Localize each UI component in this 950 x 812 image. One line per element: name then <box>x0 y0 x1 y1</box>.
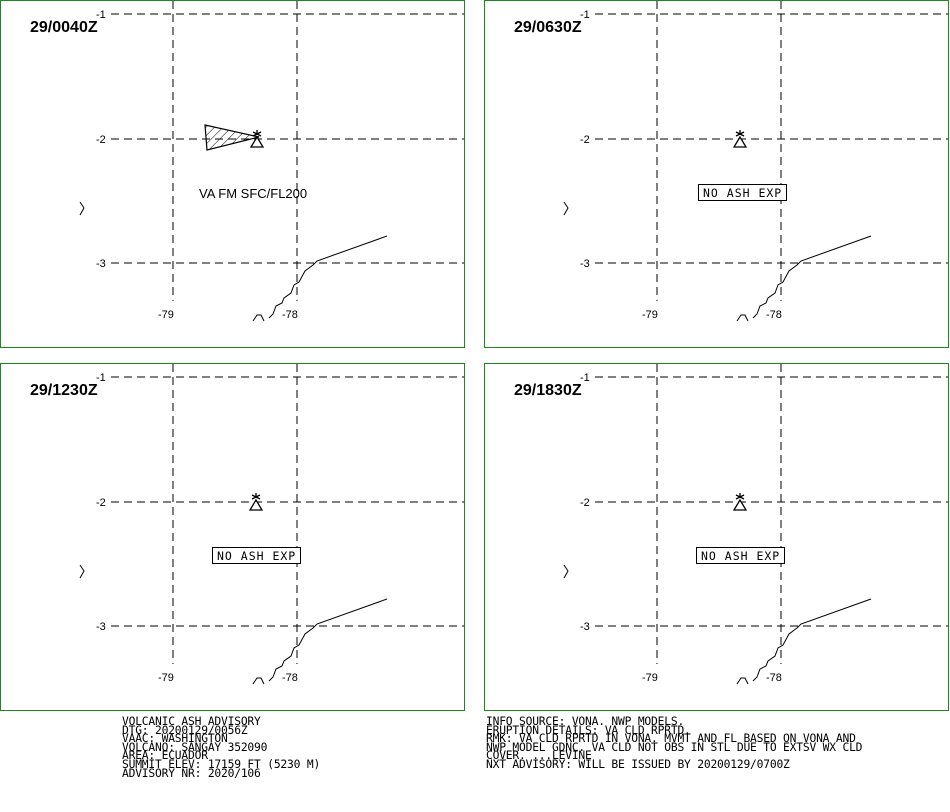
no-ash-label: NO ASH EXP <box>696 547 786 564</box>
tick-lon-left: -79 <box>642 309 658 321</box>
coastline <box>79 201 388 322</box>
coastline <box>563 564 872 685</box>
no-ash-label: NO ASH EXP <box>212 547 302 564</box>
tick-lat-top: -1 <box>580 372 590 384</box>
volcano-icon <box>732 130 748 148</box>
next-advisory: NXT ADVISORY: WILL BE ISSUED BY 20200129… <box>486 757 790 771</box>
remarks-line-3: COVER. ...LEVINE <box>486 749 592 763</box>
tick-lon-right: -78 <box>766 309 782 321</box>
tick-lat-mid: -2 <box>580 134 590 146</box>
advisory-header-block: VOLCANIC ASH ADVISORY DTG: 20200129/0056… <box>122 715 321 780</box>
tick-lon-left: -79 <box>158 672 174 684</box>
forecast-panel-0040z: -1 -2 -3 -79 -78 VA FM SFC/FL200 29/0040… <box>0 0 465 348</box>
advisory-dtg: DTG: 20200129/0056Z <box>122 723 248 737</box>
tick-lat-bot: -3 <box>96 258 106 270</box>
info-source: INFO SOURCE: VONA. NWP MODELS. <box>486 715 685 728</box>
volcano-icon <box>732 493 748 511</box>
tick-lat-top: -1 <box>580 9 590 21</box>
tick-lon-right: -78 <box>282 309 298 321</box>
tick-lat-top: -1 <box>96 9 106 21</box>
coastline <box>79 564 388 685</box>
advisory-vaac: VAAC: WASHINGTON <box>122 732 228 746</box>
tick-lat-bot: -3 <box>96 621 106 633</box>
tick-lon-right: -78 <box>282 672 298 684</box>
tick-lat-mid: -2 <box>580 497 590 509</box>
remarks-line-1: RMK: VA CLD RPRTD IN VONA. MVMT AND FL B… <box>486 732 856 746</box>
forecast-panel-0630z: -1 -2 -3 -79 -78 29/0630Z NO ASH EXP <box>484 0 949 348</box>
tick-lat-bot: -3 <box>580 621 590 633</box>
advisory-number: ADVISORY NR: 2020/106 <box>122 766 261 780</box>
eruption-details: ERUPTION DETAILS: VA CLD RPRTD. <box>486 723 691 737</box>
panel-time: 29/0040Z <box>30 19 98 36</box>
map-1230z: -1 -2 -3 -79 -78 <box>79 364 464 685</box>
tick-lon-left: -79 <box>642 672 658 684</box>
panel-time: 29/1830Z <box>514 382 582 399</box>
tick-lon-right: -78 <box>766 672 782 684</box>
forecast-panel-1230z: -1 -2 -3 -79 -78 29/1230Z NO ASH EXP <box>0 363 465 711</box>
ash-label: VA FM SFC/FL200 <box>199 186 307 201</box>
tick-lat-bot: -3 <box>580 258 590 270</box>
advisory-details-block: INFO SOURCE: VONA. NWP MODELS. ERUPTION … <box>486 715 863 771</box>
remarks-line-2: NWP MODEL GDNC. VA CLD NOT OBS IN STL DU… <box>486 740 863 754</box>
advisory-volcano: VOLCANO: SANGAY 352090 <box>122 740 268 754</box>
map-0630z: -1 -2 -3 -79 -78 <box>563 1 948 322</box>
volcano-icon <box>248 493 264 511</box>
tick-lat-top: -1 <box>96 372 106 384</box>
tick-lat-mid: -2 <box>96 134 106 146</box>
advisory-summit-elev: SUMMIT ELEV: 17159 FT (5230 M) <box>122 757 321 771</box>
panel-time: 29/1230Z <box>30 382 98 399</box>
forecast-panel-1830z: -1 -2 -3 -79 -78 29/1830Z NO ASH EXP <box>484 363 949 711</box>
tick-lat-mid: -2 <box>96 497 106 509</box>
panel-time: 29/0630Z <box>514 19 582 36</box>
va-cloud-polygon <box>204 124 260 151</box>
advisory-area: AREA: ECUADOR <box>122 749 208 763</box>
no-ash-label: NO ASH EXP <box>698 184 788 201</box>
coastline <box>563 201 872 322</box>
advisory-title: VOLCANIC ASH ADVISORY <box>122 715 261 728</box>
tick-lon-left: -79 <box>158 309 174 321</box>
map-1830z: -1 -2 -3 -79 -78 <box>563 364 948 685</box>
volcano-icon <box>249 130 265 148</box>
map-0040z: -1 -2 -3 -79 -78 VA FM SFC/FL200 <box>79 1 464 322</box>
